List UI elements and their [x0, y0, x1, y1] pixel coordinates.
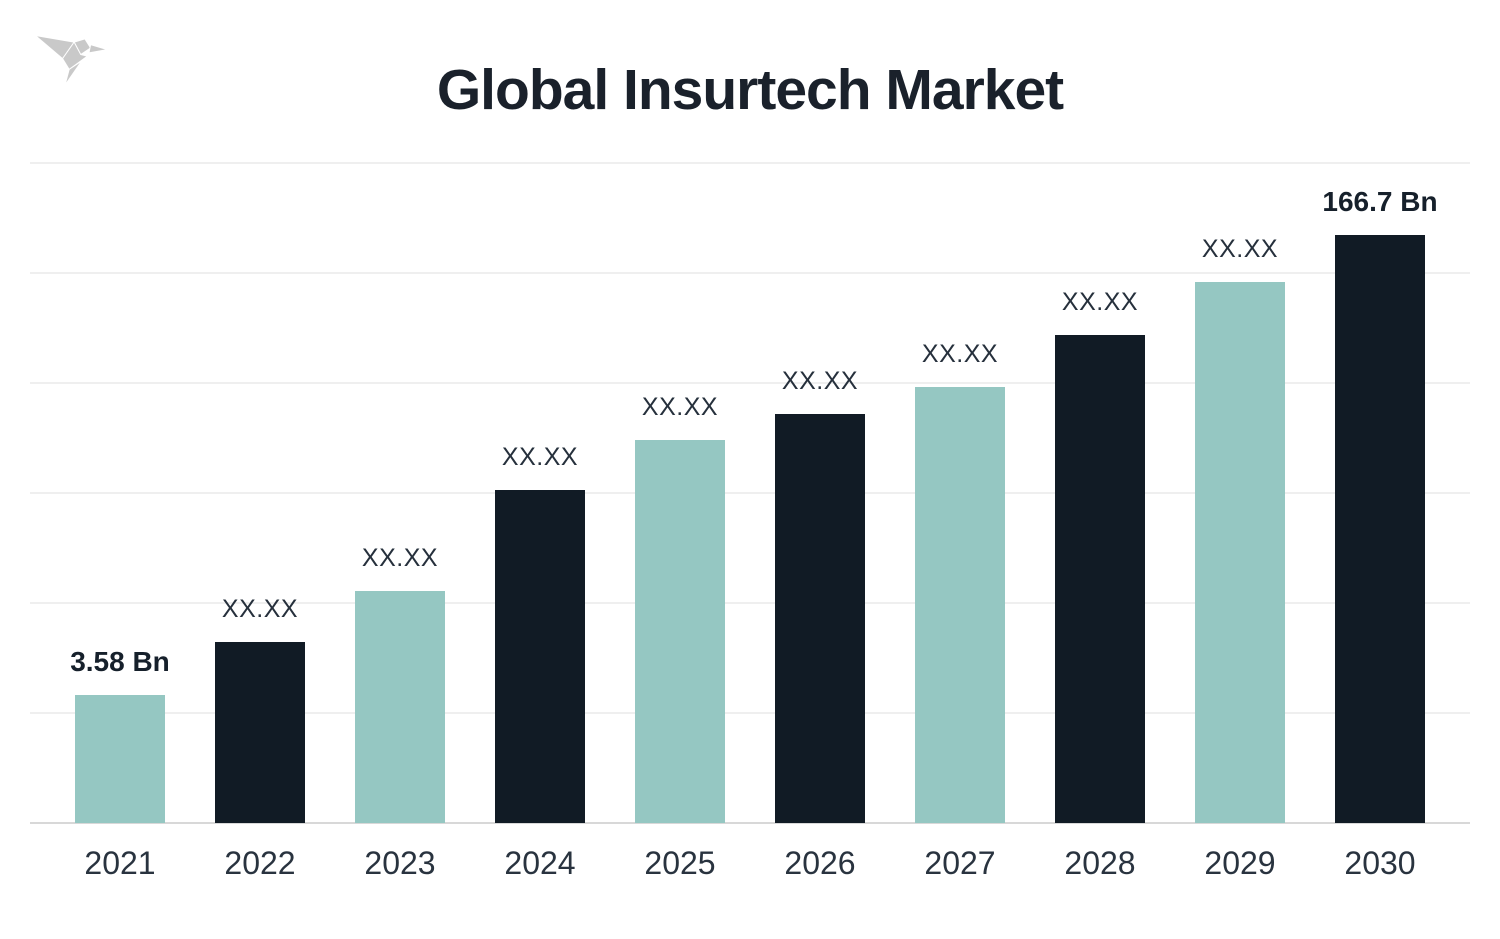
- bar-2025: [635, 440, 725, 823]
- x-tick-label-2024: 2024: [504, 845, 576, 881]
- bar-2028: [1055, 335, 1145, 823]
- x-axis-baseline: [30, 822, 1470, 824]
- x-tick-label-2025: 2025: [644, 845, 716, 881]
- x-tick-label-2023: 2023: [364, 845, 436, 881]
- logo-body-facet: [62, 41, 88, 70]
- origami-bird-logo: [34, 35, 108, 86]
- chart-title: Global Insurtech Market: [436, 58, 1064, 122]
- bar-value-label-2029: XX.XX: [1201, 235, 1279, 263]
- logo-beak-facet: [88, 44, 108, 54]
- bar-value-label-2030: 166.7 Bn: [1322, 186, 1438, 217]
- bar-2022: [215, 642, 305, 823]
- bar-value-label-2026: XX.XX: [781, 367, 859, 395]
- bar-2026: [775, 414, 865, 823]
- x-tick-label-2026: 2026: [784, 845, 856, 881]
- gridline: [30, 382, 1470, 384]
- gridline: [30, 272, 1470, 274]
- bar-value-label-2028: XX.XX: [1061, 288, 1139, 316]
- x-tick-label-2030: 2030: [1344, 845, 1416, 881]
- bar-value-label-2021: 3.58 Bn: [70, 646, 170, 677]
- gridline: [30, 492, 1470, 494]
- gridline: [30, 712, 1470, 714]
- x-tick-label-2027: 2027: [924, 845, 996, 881]
- x-tick-label-2028: 2028: [1064, 845, 1136, 881]
- x-tick-label-2021: 2021: [84, 845, 156, 881]
- bar-2023: [355, 591, 445, 823]
- bar-2027: [915, 387, 1005, 823]
- bar-value-label-2024: XX.XX: [501, 443, 579, 471]
- bar-2021: [75, 695, 165, 823]
- x-tick-label-2022: 2022: [224, 845, 296, 881]
- bar-value-label-2027: XX.XX: [921, 340, 999, 368]
- bar-2030: [1335, 235, 1425, 823]
- bar-2024: [495, 490, 585, 823]
- bar-value-label-2025: XX.XX: [641, 393, 719, 421]
- gridline: [30, 602, 1470, 604]
- bar-value-label-2022: XX.XX: [221, 595, 299, 623]
- bar-2029: [1195, 282, 1285, 823]
- logo-tail-facet: [64, 60, 83, 86]
- gridline: [30, 162, 1470, 164]
- bar-value-label-2023: XX.XX: [361, 544, 439, 572]
- x-tick-label-2029: 2029: [1204, 845, 1276, 881]
